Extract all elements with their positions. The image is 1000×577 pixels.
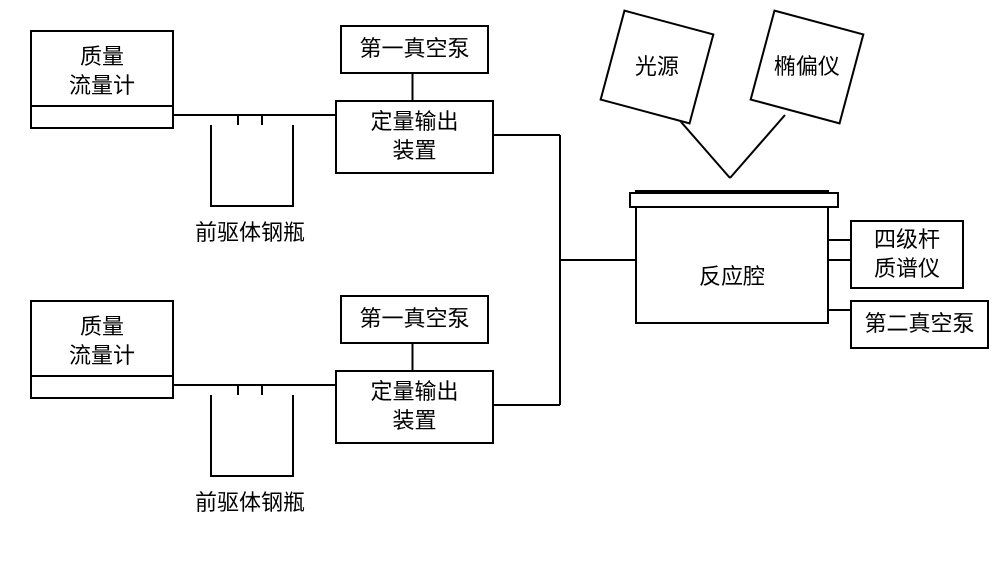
pump1b-label: 第一真空泵: [359, 305, 469, 334]
pump1a-label: 第一真空泵: [359, 35, 469, 64]
doser2: 定量输出 装置: [335, 370, 494, 444]
massFlowMeter1: 质量 流量计: [30, 30, 174, 129]
massFlowMeter1-divider: [32, 105, 172, 107]
massFlowMeter2-divider: [32, 375, 172, 377]
lightSource-label: 光源: [635, 53, 679, 82]
quadMS-label: 四级杆 质谱仪: [874, 226, 940, 283]
chamber-label: 反应腔: [699, 263, 765, 292]
pump1a: 第一真空泵: [340, 25, 489, 74]
doser1-label: 定量输出 装置: [370, 108, 458, 165]
chamber-lid: [629, 192, 839, 208]
pump2: 第二真空泵: [850, 300, 989, 349]
doser2-label: 定量输出 装置: [370, 378, 458, 435]
ellipsometer: 椭偏仪: [749, 9, 864, 124]
massFlowMeter2-label: 质量 流量计: [69, 313, 135, 370]
chamber: 反应腔: [635, 190, 829, 324]
doser1: 定量输出 装置: [335, 100, 494, 174]
precursor1: [210, 125, 294, 207]
pump2-label: 第二真空泵: [864, 310, 974, 339]
precursorLabel1: 前驱体钢瓶: [195, 215, 305, 247]
precursorLabel2: 前驱体钢瓶: [195, 485, 305, 517]
precursor2: [210, 395, 294, 477]
massFlowMeter2: 质量 流量计: [30, 300, 174, 399]
ellipsometer-label: 椭偏仪: [774, 53, 840, 82]
lightSource: 光源: [599, 9, 714, 124]
quadMS: 四级杆 质谱仪: [850, 220, 964, 289]
massFlowMeter1-label: 质量 流量计: [69, 43, 135, 100]
pump1b: 第一真空泵: [340, 295, 489, 344]
